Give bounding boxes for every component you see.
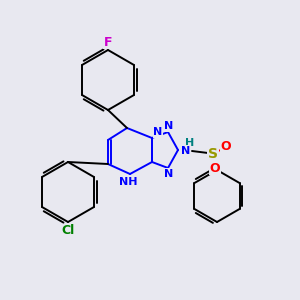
Text: O: O (221, 140, 231, 152)
Text: N: N (182, 146, 190, 156)
Text: S: S (208, 147, 218, 161)
Text: N: N (153, 127, 163, 137)
Text: N: N (164, 121, 174, 131)
Text: N: N (164, 169, 174, 179)
Text: O: O (210, 161, 220, 175)
Text: Cl: Cl (61, 224, 75, 238)
Text: NH: NH (119, 177, 137, 187)
Text: H: H (185, 138, 195, 148)
Text: F: F (104, 35, 112, 49)
